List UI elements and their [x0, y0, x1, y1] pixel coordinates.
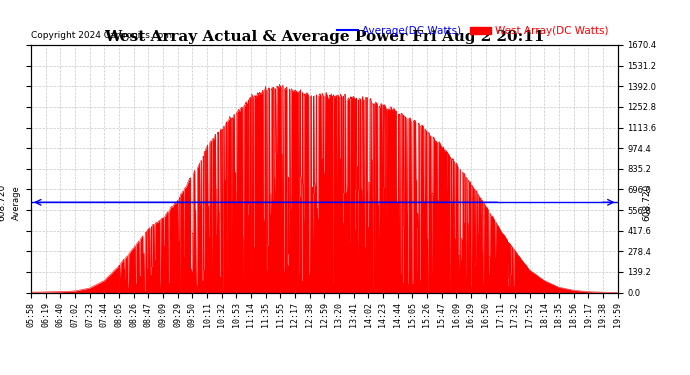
Text: 608.720: 608.720 — [642, 184, 651, 221]
Legend: Average(DC Watts), West Array(DC Watts): Average(DC Watts), West Array(DC Watts) — [333, 22, 612, 40]
Text: Average: Average — [12, 185, 21, 220]
Text: 608.720: 608.720 — [0, 184, 6, 221]
Text: Copyright 2024 Cartronics.com: Copyright 2024 Cartronics.com — [31, 32, 172, 40]
Title: West Array Actual & Average Power Fri Aug 2 20:11: West Array Actual & Average Power Fri Au… — [104, 30, 544, 44]
